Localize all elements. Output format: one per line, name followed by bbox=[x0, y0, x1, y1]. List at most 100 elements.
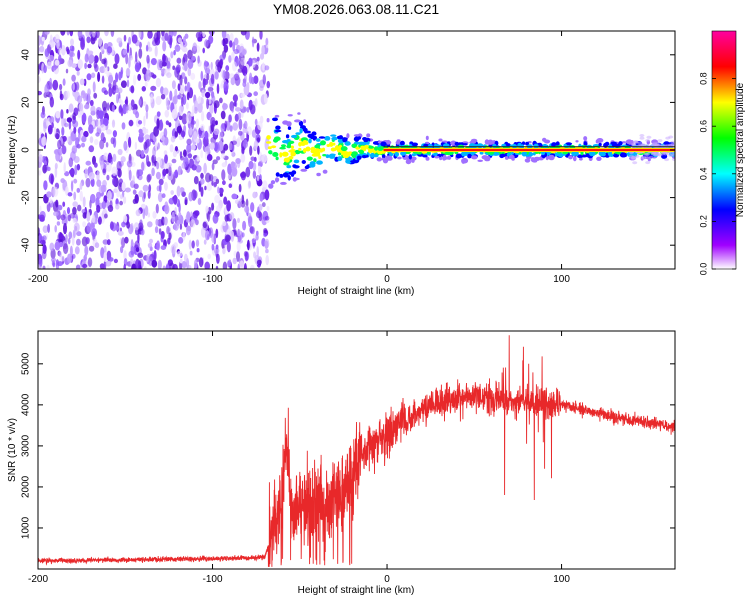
heatmap-signal-cell bbox=[287, 114, 293, 117]
heatmap-signal-cell bbox=[454, 141, 459, 146]
heatmap-noise-cell bbox=[89, 136, 94, 144]
heatmap-signal-cell bbox=[542, 137, 547, 142]
heatmap-noise-cell bbox=[181, 162, 186, 169]
heatmap-noise-cell bbox=[214, 141, 220, 153]
heatmap-noise-cell bbox=[185, 213, 191, 223]
heatmap-noise-cell bbox=[47, 223, 50, 233]
heatmap-noise-cell bbox=[177, 37, 182, 44]
heatmap-noise-cell bbox=[172, 65, 176, 71]
heatmap-noise-cell bbox=[218, 187, 224, 194]
heatmap-noise-cell bbox=[240, 153, 246, 163]
heatmap-noise-cell bbox=[184, 197, 188, 204]
heatmap-noise-cell bbox=[247, 239, 250, 251]
y-tick-label: -20 bbox=[21, 190, 32, 205]
heatmap-signal-cell bbox=[322, 169, 328, 174]
heatmap-noise-cell bbox=[61, 126, 65, 136]
heatmap-noise-cell bbox=[94, 64, 99, 73]
heatmap-signal-cell bbox=[279, 173, 284, 178]
heatmap-signal-cell bbox=[504, 156, 509, 160]
heatmap-noise-cell bbox=[116, 161, 122, 171]
heatmap-signal-cell bbox=[337, 152, 342, 156]
heatmap-noise-cell bbox=[112, 130, 117, 138]
heatmap-noise-cell bbox=[203, 239, 207, 245]
heatmap-noise-cell bbox=[78, 102, 84, 112]
heatmap-noise-cell bbox=[92, 81, 96, 93]
heatmap-signal-cell bbox=[270, 180, 276, 185]
heatmap-noise-cell bbox=[210, 137, 216, 144]
heatmap-noise-cell bbox=[150, 85, 157, 91]
heatmap-signal-cell bbox=[294, 119, 301, 123]
heatmap-noise-cell bbox=[211, 162, 215, 171]
heatmap-noise-cell bbox=[248, 160, 254, 170]
heatmap-noise-cell bbox=[88, 124, 94, 134]
heatmap-noise-cell bbox=[216, 253, 220, 264]
heatmap-signal-cell bbox=[363, 139, 369, 143]
heatmap-signal-cell bbox=[331, 136, 338, 141]
heatmap-noise-cell bbox=[138, 48, 143, 59]
heatmap-signal-cell bbox=[487, 139, 494, 145]
heatmap-noise-cell bbox=[205, 205, 209, 214]
snr-frame bbox=[37, 330, 676, 570]
heatmap-noise-cell bbox=[225, 65, 230, 72]
heatmap-noise-cell bbox=[96, 170, 100, 182]
heatmap-noise-cell bbox=[253, 75, 259, 84]
heatmap-noise-cell bbox=[190, 219, 196, 228]
heatmap-noise-cell bbox=[134, 240, 140, 250]
heatmap-noise-cell bbox=[232, 122, 238, 131]
heatmap-noise-cell bbox=[132, 175, 135, 185]
heatmap-noise-cell bbox=[265, 254, 270, 266]
heatmap-noise-cell bbox=[85, 31, 90, 37]
heatmap-signal-cell bbox=[320, 140, 326, 146]
heatmap-noise-cell bbox=[81, 112, 87, 124]
x-tick-label: 0 bbox=[384, 574, 390, 585]
heatmap-noise-cell bbox=[67, 253, 72, 264]
spectrogram-x-axis-label: Height of straight line (km) bbox=[298, 286, 415, 297]
heatmap-noise-cell bbox=[101, 58, 107, 65]
heatmap-noise-cell bbox=[236, 251, 240, 262]
heatmap-noise-cell bbox=[214, 194, 221, 204]
heatmap-noise-cell bbox=[240, 31, 247, 36]
heatmap-noise-cell bbox=[186, 102, 189, 110]
x-tick-label: 100 bbox=[553, 274, 570, 285]
heatmap-noise-cell bbox=[103, 117, 109, 127]
heatmap-noise-cell bbox=[106, 129, 112, 135]
heatmap-noise-cell bbox=[204, 146, 211, 155]
heatmap-noise-cell bbox=[190, 112, 194, 117]
heatmap-signal-cell bbox=[351, 143, 358, 149]
heatmap-signal-cell bbox=[279, 152, 283, 158]
heatmap-noise-cell bbox=[227, 174, 231, 179]
heatmap-noise-cell bbox=[177, 83, 181, 92]
heatmap-noise-cell bbox=[198, 257, 204, 268]
heatmap-noise-cell bbox=[239, 198, 242, 208]
heatmap-noise-cell bbox=[193, 176, 199, 185]
heatmap-signal-cell bbox=[290, 145, 294, 149]
heatmap-noise-cell bbox=[182, 231, 186, 241]
heatmap-noise-cell bbox=[251, 36, 255, 48]
heatmap-noise-cell bbox=[156, 161, 160, 170]
heatmap-noise-cell bbox=[140, 150, 145, 158]
heatmap-noise-cell bbox=[212, 213, 219, 224]
heatmap-noise-cell bbox=[184, 33, 189, 39]
heatmap-signal-cell bbox=[585, 153, 589, 158]
heatmap-noise-cell bbox=[72, 206, 77, 215]
heatmap-noise-cell bbox=[210, 116, 216, 128]
heatmap-noise-cell bbox=[162, 265, 166, 269]
heatmap-noise-cell bbox=[265, 37, 269, 46]
heatmap-noise-cell bbox=[189, 126, 193, 136]
heatmap-noise-cell bbox=[66, 90, 70, 99]
heatmap-noise-cell bbox=[77, 49, 81, 60]
colorbar-tick-label: 0.4 bbox=[698, 168, 708, 181]
heatmap-noise-cell bbox=[125, 67, 131, 77]
heatmap-signal-cell bbox=[282, 172, 289, 178]
heatmap-signal-cell bbox=[433, 143, 438, 149]
heatmap-noise-cell bbox=[198, 81, 202, 90]
heatmap-noise-cell bbox=[256, 42, 260, 52]
heatmap-noise-cell bbox=[176, 220, 180, 226]
heatmap-noise-cell bbox=[168, 122, 172, 128]
heatmap-noise-cell bbox=[231, 140, 237, 146]
chart-title: YM08.2026.063.08.11.C21 bbox=[273, 1, 440, 17]
heatmap-noise-cell bbox=[186, 143, 192, 153]
heatmap-signal-cell bbox=[274, 129, 282, 133]
snr-panel: -200 -100 0 100 1000 2000 3000 4000 5000 Height… bbox=[7, 330, 676, 596]
heatmap-noise-cell bbox=[233, 101, 237, 107]
